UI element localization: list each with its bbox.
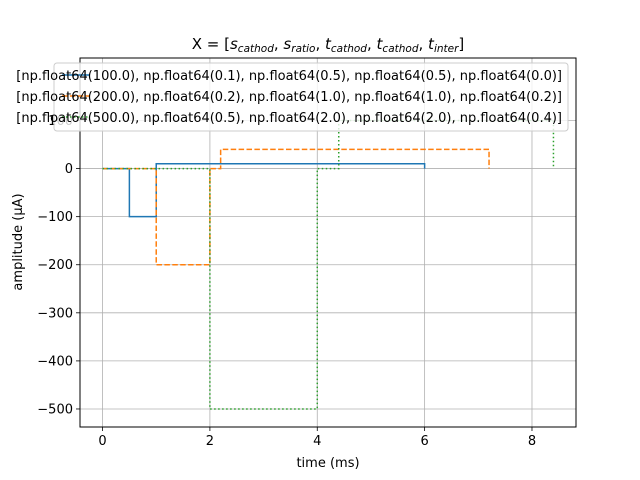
y-tick-label: −100 — [37, 210, 73, 225]
title-variable: s — [283, 35, 291, 53]
title-subscript: cathod — [331, 43, 367, 55]
y-tick-label: −200 — [37, 258, 73, 273]
title-subscript: inter — [434, 43, 459, 55]
x-tick-label: 0 — [98, 434, 106, 449]
legend: [np.float64(100.0), np.float64(0.1), np.… — [16, 62, 569, 132]
y-tick-label: −400 — [37, 354, 73, 369]
title-text-part: , — [315, 35, 325, 53]
x-tick-label: 6 — [420, 434, 428, 449]
title-text-part: , — [419, 35, 429, 53]
title-text-part: ] — [458, 35, 464, 53]
title-variable: t — [325, 35, 332, 53]
legend-label-2: [np.float64(200.0), np.float64(0.2), np.… — [16, 90, 562, 105]
x-tick-label: 8 — [528, 434, 536, 449]
x-axis-label: time (ms) — [296, 456, 359, 471]
title-text-part: X = [ — [192, 35, 230, 53]
y-axis-label: amplitude (μA) — [11, 193, 26, 290]
title-variable: t — [377, 35, 384, 53]
title-variable: t — [428, 35, 435, 53]
x-tick-label: 2 — [206, 434, 214, 449]
legend-label-3: [np.float64(500.0), np.float64(0.5), np.… — [16, 111, 562, 126]
plot-frame — [79, 57, 577, 428]
y-tick-label: −500 — [37, 402, 73, 417]
series-line-2 — [102, 148, 490, 266]
title-variable: s — [230, 35, 238, 53]
legend-label-1: [np.float64(100.0), np.float64(0.1), np.… — [16, 69, 562, 84]
y-tick-label: 0 — [65, 162, 73, 177]
y-tick-label: −300 — [37, 306, 73, 321]
title-subscript: cathod — [238, 43, 274, 55]
title-text-part: , — [274, 35, 284, 53]
chart-title: X = [scathod, sratio, tcathod, tcathod, … — [192, 35, 465, 55]
title-subscript: cathod — [382, 43, 418, 55]
title-subscript: ratio — [291, 43, 315, 55]
title-text-part: , — [367, 35, 377, 53]
x-tick-label: 4 — [313, 434, 321, 449]
legend-frame — [53, 62, 569, 132]
